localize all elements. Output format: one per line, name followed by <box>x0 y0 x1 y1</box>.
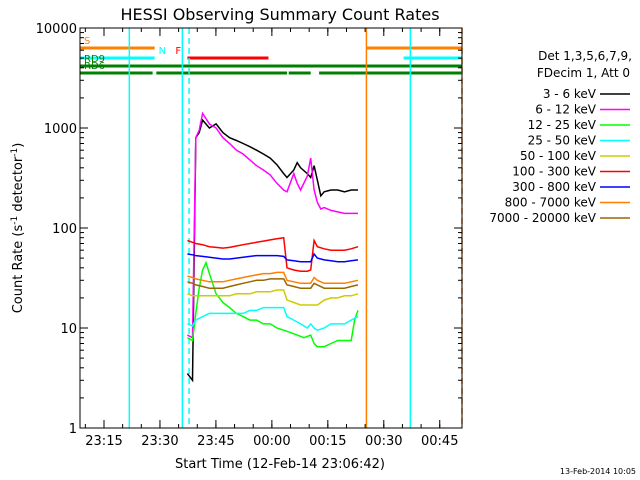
series-group <box>186 111 359 383</box>
x-tick-label: 00:00 <box>253 434 290 449</box>
legend-label: 25 - 50 keV <box>528 134 597 148</box>
plot-frame <box>79 27 463 429</box>
x-tick-label: 00:45 <box>421 434 458 449</box>
series-line <box>187 306 359 332</box>
y-axis-label-part: Count Rate (s <box>11 225 26 314</box>
y-tick-label: 10 <box>60 322 77 337</box>
status-bar-label: RD6 <box>84 61 105 72</box>
series-line <box>187 260 359 348</box>
footer-timestamp: 13-Feb-2014 10:05 <box>560 467 636 476</box>
y-tick-label: 100 <box>52 222 77 237</box>
y-tick-label: 1000 <box>44 122 77 137</box>
legend-label: 7000 - 20000 keV <box>489 211 596 225</box>
status-bar-label: RD9 <box>84 54 105 65</box>
x-tick-label: 00:30 <box>365 434 402 449</box>
x-tick-label: 23:45 <box>197 434 234 449</box>
legend-label: 50 - 100 keV <box>520 149 597 163</box>
legend-label: 6 - 12 keV <box>535 103 597 117</box>
x-tick-label: 00:15 <box>309 434 346 449</box>
vertical-markers <box>128 28 463 428</box>
y-axis-label-exponent: -1 <box>10 216 20 225</box>
legend-header-line: Det 1,3,5,6,7,9, <box>538 49 632 63</box>
x-axis-label: Start Time (12-Feb-14 23:06:42) <box>175 457 385 472</box>
x-tick-label: 23:30 <box>141 434 178 449</box>
y-axis-label: Count Rate (s-1 detector-1) <box>10 143 26 314</box>
y-axis-label-part: detector <box>11 156 26 216</box>
legend-label: 100 - 300 keV <box>512 165 596 179</box>
series-line <box>187 111 358 339</box>
y-axis: 1 10 100 1000 10000 <box>36 22 462 437</box>
legend-header-line: FDecim 1, Att 0 <box>537 66 630 80</box>
y-axis-label-exponent: -1 <box>10 148 20 157</box>
chart-title: HESSI Observing Summary Count Rates <box>120 5 439 24</box>
legend-label: 300 - 800 keV <box>512 180 596 194</box>
series-line <box>186 118 358 383</box>
y-tick-label: 10000 <box>36 22 77 37</box>
series-line <box>187 236 359 272</box>
x-tick-label: 23:15 <box>85 434 122 449</box>
legend: Det 1,3,5,6,7,9, FDecim 1, Att 0 3 - 6 k… <box>489 49 632 225</box>
y-tick-label: 1 <box>69 422 77 437</box>
legend-label: 12 - 25 keV <box>528 118 597 132</box>
legend-label: 800 - 7000 keV <box>505 196 597 210</box>
x-axis: 23:15 23:30 23:45 00:00 00:15 00:30 00:45 <box>84 28 458 449</box>
series-line <box>187 278 359 289</box>
y-axis-label-part: ) <box>11 143 26 148</box>
status-bar-label: N <box>159 46 166 57</box>
series-line <box>187 252 359 263</box>
status-bar-label: F <box>175 46 181 57</box>
status-bar-label: S <box>84 36 90 47</box>
legend-label: 3 - 6 keV <box>543 87 597 101</box>
series-line <box>187 289 359 306</box>
series-line <box>187 271 359 285</box>
